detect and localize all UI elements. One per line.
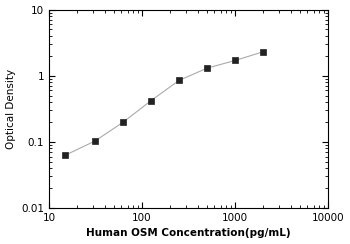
Y-axis label: Optical Density: Optical Density xyxy=(6,69,15,149)
X-axis label: Human OSM Concentration(pg/mL): Human OSM Concentration(pg/mL) xyxy=(86,228,291,238)
